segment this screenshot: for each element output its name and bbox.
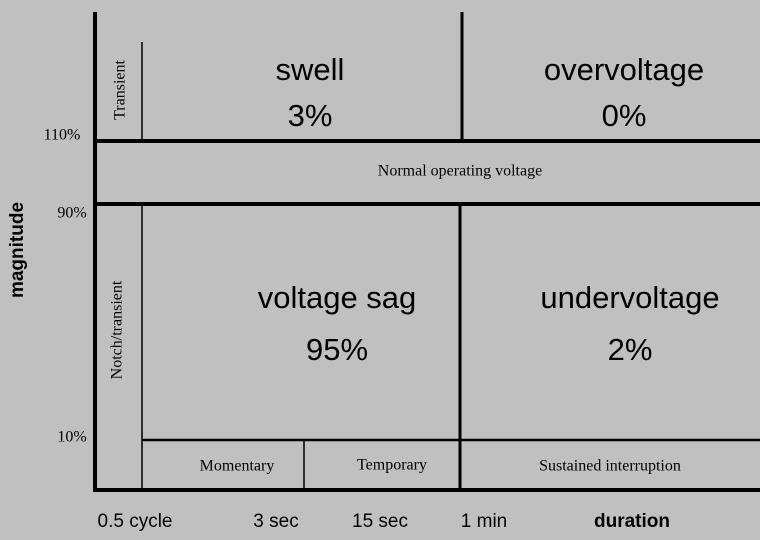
- region-share: 3%: [288, 98, 333, 133]
- region-share: 0%: [602, 98, 647, 133]
- region-name: overvoltage: [544, 52, 704, 87]
- normal-band: Normal operating voltage: [378, 163, 542, 180]
- y-axis-label: magnitude: [7, 202, 28, 298]
- interruption: Sustained interruption: [539, 458, 681, 475]
- x-tick-label: 15 sec: [352, 511, 408, 532]
- transient-band: Transient: [112, 60, 129, 120]
- x-axis-label: duration: [594, 511, 670, 532]
- interruption: Temporary: [357, 457, 427, 474]
- y-tick-label: 90%: [57, 205, 86, 222]
- interruption: Momentary: [200, 458, 275, 475]
- x-tick-label: 1 min: [461, 511, 507, 532]
- x-tick-label: 0.5 cycle: [98, 511, 173, 532]
- region-share: 95%: [306, 332, 368, 367]
- region-share: 2%: [608, 332, 653, 367]
- region-name: swell: [276, 52, 345, 87]
- region-name: voltage sag: [258, 280, 417, 315]
- x-tick-label: 3 sec: [253, 511, 298, 532]
- region-name: undervoltage: [540, 280, 719, 315]
- y-tick-label: 110%: [44, 127, 81, 144]
- notch-band: Notch/transient: [109, 280, 126, 379]
- frame: [93, 12, 760, 492]
- y-tick-label: 10%: [57, 429, 86, 446]
